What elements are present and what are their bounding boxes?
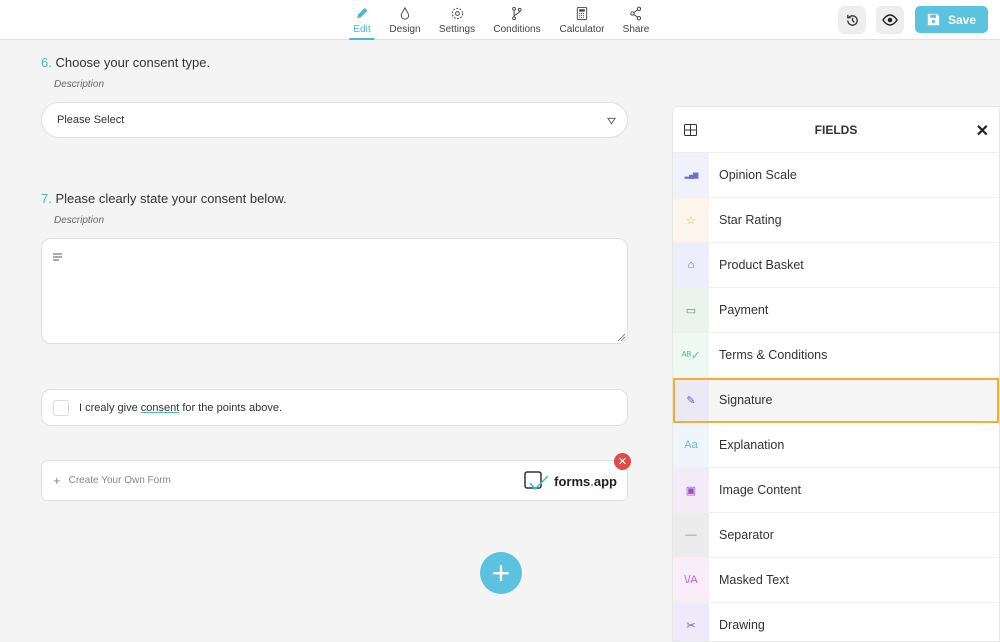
tab-label: Calculator — [559, 24, 605, 35]
consent-label: I crealy give consent for the points abo… — [79, 401, 283, 414]
text-aa-icon: Aa — [673, 423, 709, 467]
tab-share[interactable]: Share — [622, 0, 650, 40]
fields-panel: FIELDS ✕ ▂▄▆ Opinion Scale ☆ Star Rating ⌂ Pr… — [672, 106, 1000, 642]
grid-icon[interactable] — [684, 124, 697, 136]
drop-icon — [400, 6, 410, 20]
field-item-label: Terms & Conditions — [719, 348, 828, 362]
branding-bar: + Create Your Own Form forms.app ✕ — [41, 453, 631, 501]
masked-text-icon: \/A — [673, 558, 709, 602]
chevron-down-icon — [607, 117, 616, 125]
share-icon — [630, 6, 641, 21]
select-value: Please Select — [57, 114, 125, 126]
field-item-drawing[interactable]: ✂ Drawing — [673, 603, 999, 641]
question-text: Choose your consent type. — [55, 55, 211, 70]
history-button[interactable] — [838, 6, 866, 34]
field-item-label: Drawing — [719, 618, 765, 632]
field-item-image-content[interactable]: ▣ Image Content — [673, 468, 999, 513]
consent-link[interactable]: consent — [140, 401, 180, 414]
consent-textarea[interactable] — [41, 238, 628, 344]
tab-calculator[interactable]: Calculator — [559, 0, 605, 40]
bar-chart-icon: ▂▄▆ — [673, 153, 709, 197]
tab-conditions[interactable]: Conditions — [493, 0, 541, 40]
field-item-opinion-scale[interactable]: ▂▄▆ Opinion Scale — [673, 153, 999, 198]
branch-icon — [512, 6, 522, 21]
question-6-title[interactable]: 6. Choose your consent type. — [41, 55, 210, 70]
field-item-payment[interactable]: ▭ Payment — [673, 288, 999, 333]
preview-button[interactable] — [876, 6, 904, 34]
field-item-terms-conditions[interactable]: ᴬᴮ✓ Terms & Conditions — [673, 333, 999, 378]
field-item-label: Star Rating — [719, 213, 782, 227]
field-item-label: Product Basket — [719, 258, 804, 272]
field-item-star-rating[interactable]: ☆ Star Rating — [673, 198, 999, 243]
field-item-separator[interactable]: — Separator — [673, 513, 999, 558]
field-item-label: Opinion Scale — [719, 168, 797, 182]
consent-checkbox-field[interactable]: I crealy give consent for the points abo… — [41, 389, 628, 426]
field-item-signature[interactable]: ✎ Signature — [673, 378, 999, 423]
calculator-icon — [576, 6, 588, 21]
field-item-explanation[interactable]: Aa Explanation — [673, 423, 999, 468]
tab-settings[interactable]: Settings — [439, 0, 475, 40]
question-7-title[interactable]: 7. Please clearly state your consent bel… — [41, 191, 287, 206]
close-icon: ✕ — [617, 456, 628, 468]
ab-check-icon: ᴬᴮ✓ — [673, 333, 709, 377]
field-item-product-basket[interactable]: ⌂ Product Basket — [673, 243, 999, 288]
resize-handle-icon[interactable] — [618, 334, 625, 341]
fields-panel-header: FIELDS ✕ — [673, 107, 999, 153]
field-item-label: Masked Text — [719, 573, 789, 587]
close-panel-icon[interactable]: ✕ — [975, 123, 989, 140]
field-item-label: Payment — [719, 303, 769, 317]
eye-icon — [882, 14, 898, 26]
pencil-icon — [357, 7, 368, 19]
question-number: 7. — [41, 191, 52, 206]
field-item-masked-text[interactable]: \/A Masked Text — [673, 558, 999, 603]
pen-nib-icon: ✎ — [673, 378, 709, 422]
forms-app-logo[interactable]: forms.app — [524, 471, 617, 491]
question-6-description[interactable]: Description — [54, 79, 105, 90]
save-label: Save — [947, 12, 977, 27]
tab-label: Settings — [438, 24, 476, 35]
star-icon: ☆ — [673, 198, 709, 242]
money-icon: ▭ — [673, 288, 709, 332]
create-form-link[interactable]: Create Your Own Form — [68, 475, 171, 486]
image-icon: ▣ — [673, 468, 709, 512]
history-icon — [846, 14, 858, 26]
save-button[interactable]: Save — [915, 6, 988, 33]
question-text: Please clearly state your consent below. — [55, 191, 287, 206]
consent-checkbox[interactable] — [53, 399, 69, 416]
gear-icon — [451, 7, 463, 20]
plus-icon: + — [491, 555, 511, 591]
top-toolbar: Edit Design Settings Conditions Calculat… — [0, 0, 1000, 40]
field-item-label: Image Content — [719, 483, 801, 497]
forms-app-logo-icon — [524, 471, 549, 491]
tab-label: Share — [622, 24, 650, 35]
add-question-button[interactable]: + — [480, 552, 522, 594]
minus-icon: — — [673, 513, 709, 557]
tab-edit[interactable]: Edit — [349, 0, 375, 40]
basket-icon: ⌂ — [673, 243, 709, 287]
field-item-label: Separator — [719, 528, 774, 542]
tab-label: Edit — [353, 24, 371, 35]
tab-label: Conditions — [493, 24, 541, 35]
tab-design[interactable]: Design — [389, 0, 421, 40]
remove-branding-button[interactable]: ✕ — [614, 453, 631, 470]
fields-panel-title: FIELDS — [814, 122, 858, 137]
question-7-description[interactable]: Description — [54, 215, 105, 226]
field-item-label: Explanation — [719, 438, 785, 452]
floppy-disk-icon — [927, 13, 940, 26]
field-item-label: Signature — [719, 393, 773, 407]
plus-icon: + — [53, 473, 61, 488]
drawing-icon: ✂ — [673, 603, 709, 641]
text-lines-icon — [53, 253, 62, 261]
question-number: 6. — [41, 55, 52, 70]
tab-label: Design — [389, 24, 421, 35]
consent-type-select[interactable]: Please Select — [41, 102, 628, 138]
